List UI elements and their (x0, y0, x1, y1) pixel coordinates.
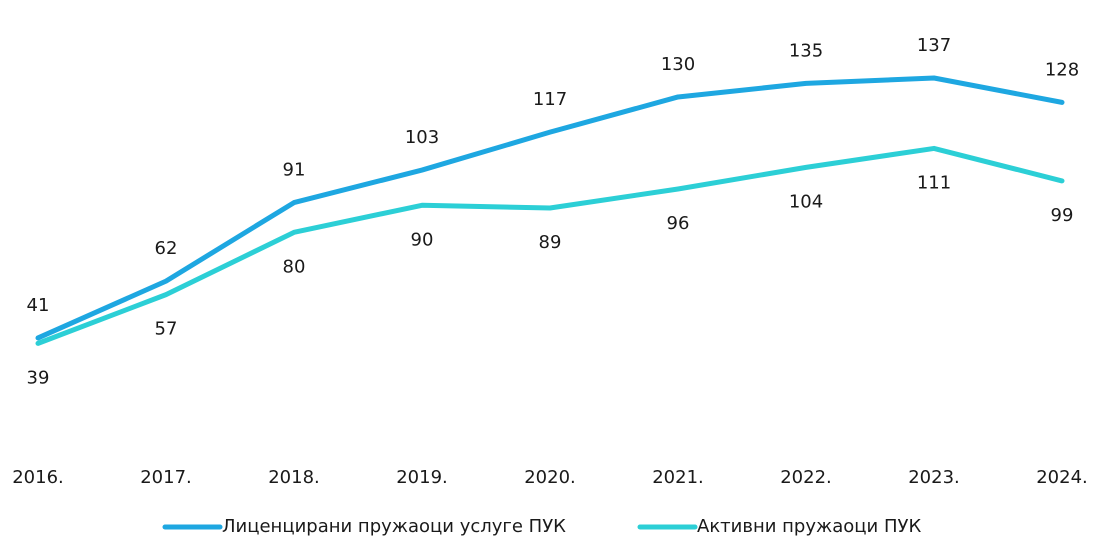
x-tick-label: 2021. (652, 467, 704, 488)
data-label: 41 (27, 295, 50, 316)
data-label: 62 (155, 238, 178, 259)
x-tick-label: 2023. (908, 467, 960, 488)
data-label: 128 (1045, 59, 1079, 80)
legend-label: Активни пружаоци ПУК (697, 516, 921, 537)
x-tick-label: 2024. (1036, 467, 1088, 488)
data-label: 96 (667, 213, 690, 234)
data-label: 104 (789, 191, 823, 212)
data-label: 135 (789, 40, 823, 61)
data-label: 99 (1051, 205, 1074, 226)
data-label: 57 (155, 319, 178, 340)
data-label: 117 (533, 89, 567, 110)
data-label: 91 (283, 160, 306, 181)
data-label: 39 (27, 367, 50, 388)
x-tick-label: 2022. (780, 467, 832, 488)
x-tick-label: 2019. (396, 467, 448, 488)
series-line (35, 145, 1065, 346)
x-tick-label: 2018. (268, 467, 320, 488)
data-label: 130 (661, 54, 695, 75)
data-label: 80 (283, 256, 306, 277)
x-tick-label: 2016. (12, 467, 64, 488)
series-line (35, 75, 1065, 341)
data-label: 111 (917, 172, 951, 193)
data-label: 137 (917, 35, 951, 56)
data-label: 89 (539, 232, 562, 253)
data-label: 103 (405, 127, 439, 148)
legend-label: Лиценцирани пружаоци услуге ПУК (222, 516, 566, 537)
x-tick-label: 2020. (524, 467, 576, 488)
data-label: 90 (411, 229, 434, 250)
x-tick-label: 2017. (140, 467, 192, 488)
